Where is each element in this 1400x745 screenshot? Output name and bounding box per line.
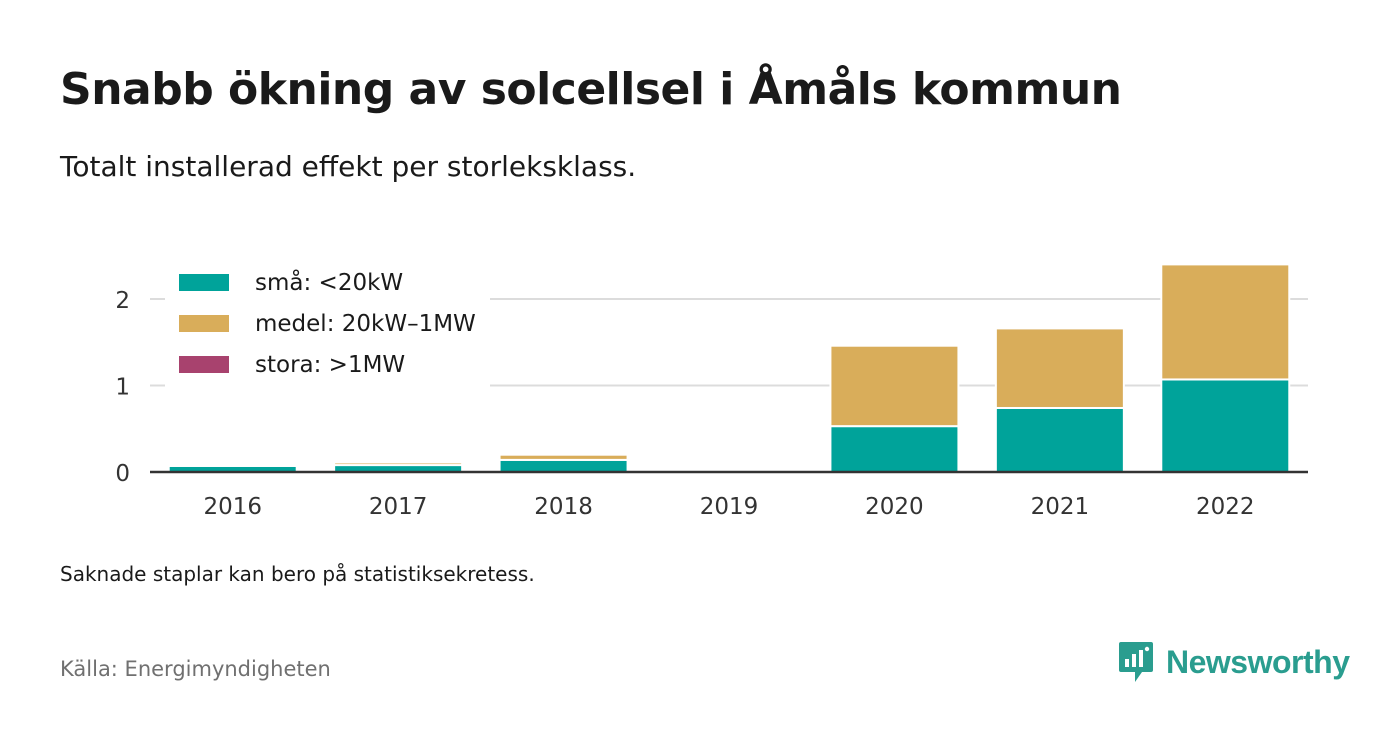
bar-2018-series-0 xyxy=(498,458,629,474)
chart-title: Snabb ökning av solcellsel i Åmåls kommu… xyxy=(60,64,1122,115)
x-tick-label-2019: 2019 xyxy=(700,494,759,520)
x-tick-label-2016: 2016 xyxy=(203,494,262,520)
y-tick-label-1: 1 xyxy=(115,375,130,401)
bar-2022-series-1 xyxy=(1160,263,1291,381)
legend-item-sma: små: <20kW xyxy=(179,262,476,303)
legend-item-medel: medel: 20kW–1MW xyxy=(179,303,476,344)
x-tick-label-2018: 2018 xyxy=(534,494,593,520)
newsworthy-logo-icon xyxy=(1119,642,1153,682)
legend-swatch-sma xyxy=(179,274,229,291)
chart-subtitle: Totalt installerad effekt per storlekskl… xyxy=(60,150,637,183)
x-tick-label-2021: 2021 xyxy=(1031,494,1090,520)
legend-label-stora: stora: >1MW xyxy=(255,351,406,378)
brand-name: Newsworthy xyxy=(1166,643,1350,680)
bar-2017-series-1 xyxy=(333,461,464,467)
x-tick-label-2017: 2017 xyxy=(369,494,428,520)
bar-2021-series-1 xyxy=(994,327,1125,409)
bar-2022-series-0 xyxy=(1160,378,1291,474)
bar-2018-series-1 xyxy=(498,453,629,461)
x-tick-label-2022: 2022 xyxy=(1196,494,1255,520)
bar-2020-series-0 xyxy=(829,425,960,473)
y-tick-label-2: 2 xyxy=(115,288,130,314)
legend-swatch-stora xyxy=(179,356,229,373)
y-tick-label-0: 0 xyxy=(115,461,130,487)
legend-label-sma: små: <20kW xyxy=(255,269,404,296)
legend-item-stora: stora: >1MW xyxy=(179,344,476,385)
newsworthy-brand[interactable]: Newsworthy xyxy=(1118,640,1350,684)
bar-2021-series-0 xyxy=(994,406,1125,473)
chart-legend: små: <20kW medel: 20kW–1MW stora: >1MW xyxy=(165,258,490,389)
source-text: Källa: Energimyndigheten xyxy=(60,657,331,681)
chart-note: Saknade staplar kan bero på statistiksek… xyxy=(60,562,535,586)
legend-label-medel: medel: 20kW–1MW xyxy=(255,310,476,337)
bar-2016-series-1 xyxy=(167,463,298,467)
bar-2020-series-1 xyxy=(829,344,960,428)
legend-swatch-medel xyxy=(179,315,229,332)
x-tick-label-2020: 2020 xyxy=(865,494,924,520)
